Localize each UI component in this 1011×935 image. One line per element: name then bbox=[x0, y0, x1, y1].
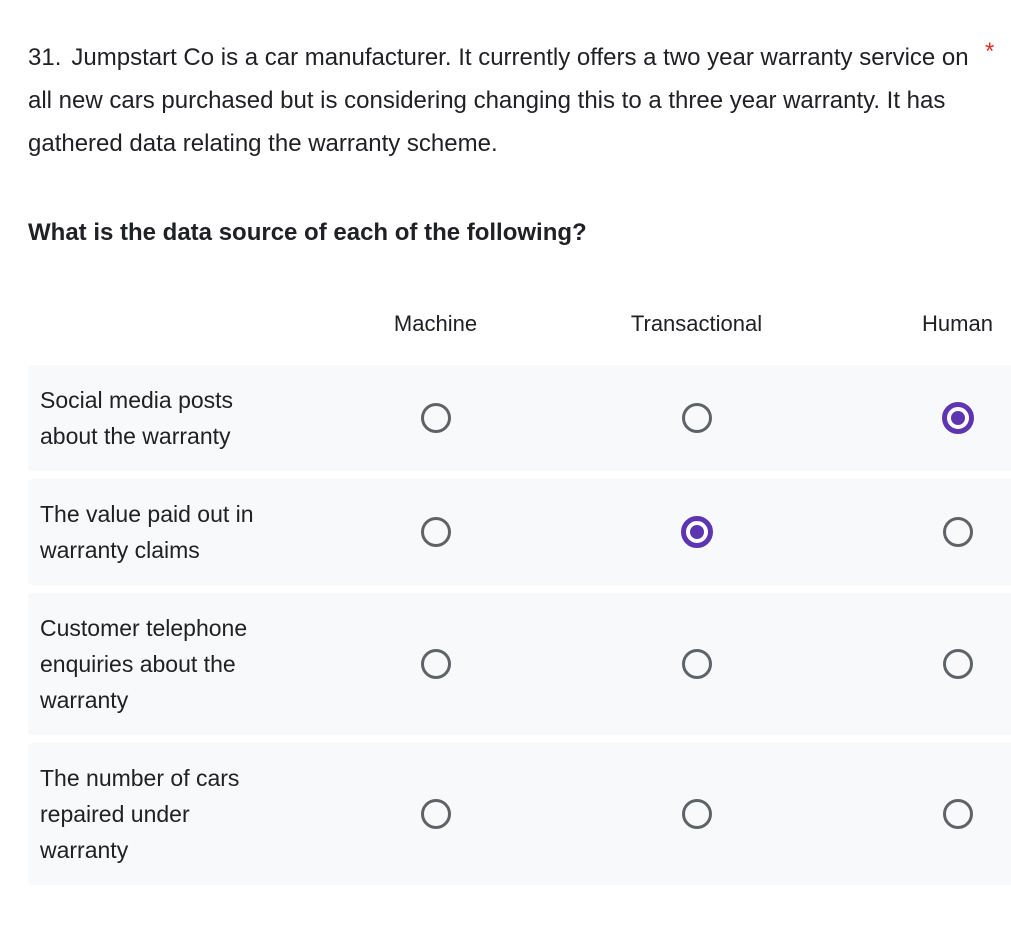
question-number: 31. bbox=[28, 44, 62, 71]
radio-button[interactable] bbox=[942, 799, 973, 829]
grid-cell[interactable] bbox=[305, 365, 566, 471]
grid-cell[interactable] bbox=[305, 743, 566, 885]
radio-button[interactable] bbox=[681, 649, 712, 679]
radio-button[interactable] bbox=[681, 799, 712, 829]
radio-button[interactable] bbox=[420, 649, 451, 679]
row-label: The number of cars repaired under warran… bbox=[40, 765, 240, 863]
grid-row-value-paid-out: The value paid out in warranty claims bbox=[28, 479, 1011, 585]
grid-row-social-media-posts: Social media posts about the warranty bbox=[28, 365, 1011, 471]
grid-cell[interactable] bbox=[566, 365, 827, 471]
grid-cell[interactable] bbox=[305, 593, 566, 735]
grid-cell[interactable] bbox=[566, 743, 827, 885]
grid-header-row: Machine Transactional Human bbox=[28, 309, 1011, 339]
grid-cell[interactable] bbox=[566, 593, 827, 735]
grid-cell[interactable] bbox=[566, 479, 827, 585]
row-label: Social media posts about the warranty bbox=[40, 387, 234, 449]
radio-button[interactable] bbox=[420, 403, 451, 433]
radio-button[interactable] bbox=[681, 403, 712, 433]
radio-button[interactable] bbox=[420, 517, 451, 547]
row-label: The value paid out in warranty claims bbox=[40, 501, 254, 563]
grid-row-cars-repaired: The number of cars repaired under warran… bbox=[28, 743, 1011, 885]
grid-row-telephone-enquiries: Customer telephone enquiries about the w… bbox=[28, 593, 1011, 735]
radio-button[interactable] bbox=[420, 799, 451, 829]
grid-cell[interactable] bbox=[305, 479, 566, 585]
grid-cell[interactable] bbox=[827, 479, 1011, 585]
grid-cell[interactable] bbox=[827, 743, 1011, 885]
grid-cell[interactable] bbox=[827, 365, 1011, 471]
radio-button[interactable] bbox=[942, 649, 973, 679]
question-subtitle: What is the data source of each of the f… bbox=[28, 219, 587, 246]
question-text: Jumpstart Co is a car manufacturer. It c… bbox=[28, 44, 969, 157]
required-asterisk: * bbox=[985, 38, 995, 65]
radio-button[interactable] bbox=[941, 402, 974, 434]
multiple-choice-grid: Machine Transactional Human Social media… bbox=[28, 309, 1011, 885]
question-title: 31. Jumpstart Co is a car manufacturer. I… bbox=[28, 36, 973, 165]
radio-button[interactable] bbox=[942, 517, 973, 547]
column-header-transactional: Transactional bbox=[630, 311, 763, 336]
grid-cell[interactable] bbox=[827, 593, 1011, 735]
column-header-machine: Machine bbox=[393, 311, 478, 336]
row-label: Customer telephone enquiries about the w… bbox=[40, 615, 248, 713]
grid-header-spacer bbox=[28, 309, 305, 339]
radio-button[interactable] bbox=[680, 516, 713, 548]
column-header-human: Human bbox=[922, 311, 993, 336]
